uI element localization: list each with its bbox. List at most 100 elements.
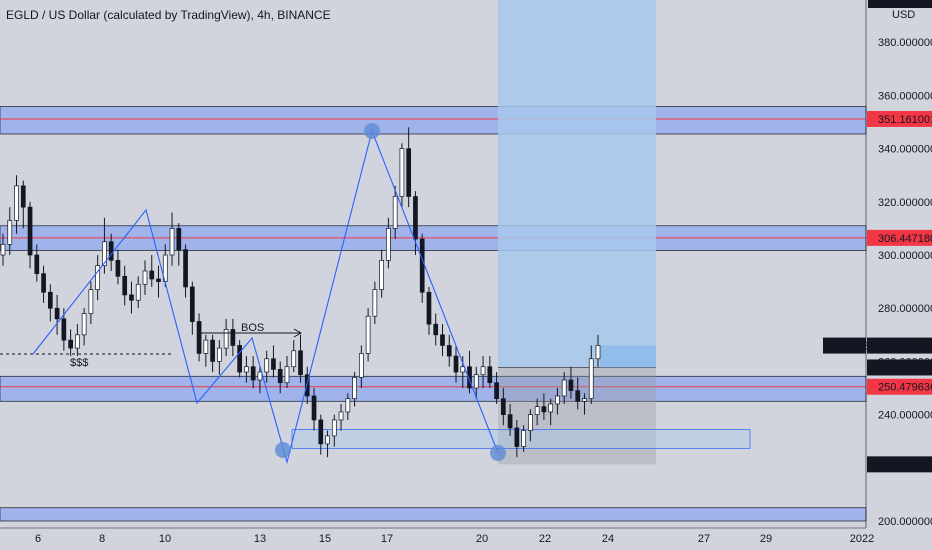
candle-body bbox=[453, 355, 459, 373]
zone-3 bbox=[0, 507, 867, 522]
candle-body bbox=[487, 366, 493, 384]
candle-body bbox=[473, 374, 479, 389]
candle-body bbox=[365, 315, 371, 354]
projection-target bbox=[498, 0, 656, 368]
candle-body bbox=[264, 358, 270, 373]
candle-body bbox=[514, 427, 520, 447]
candle-body bbox=[345, 398, 351, 413]
candle-body bbox=[528, 414, 533, 431]
time-axis[interactable]: 6 8 10 13 15 17 20 22 24 27 29 2022 bbox=[35, 533, 874, 545]
supply-zone-mid-tag: 306.447180 bbox=[878, 233, 932, 245]
symbol-tag: EGLDUSD bbox=[826, 341, 879, 353]
candle-body bbox=[271, 358, 276, 370]
candle-body bbox=[210, 339, 215, 362]
candle-body bbox=[196, 321, 202, 354]
candle-body bbox=[257, 371, 263, 381]
candle-body bbox=[507, 414, 513, 429]
candle-body bbox=[379, 259, 384, 290]
candles bbox=[0, 127, 601, 458]
candle-body bbox=[169, 228, 175, 256]
candle-body bbox=[325, 435, 330, 445]
candle-body bbox=[298, 350, 303, 376]
time-tick: 24 bbox=[602, 533, 614, 545]
candle-body bbox=[318, 419, 324, 445]
wave-point-low-2 bbox=[490, 445, 506, 461]
candle-body bbox=[480, 366, 486, 376]
time-tick: 27 bbox=[698, 533, 710, 545]
projection-low-tag-bg bbox=[867, 456, 932, 473]
candle-body bbox=[440, 334, 445, 346]
candle-body bbox=[34, 254, 40, 274]
currency-label: USD bbox=[892, 9, 915, 21]
candle-body bbox=[61, 318, 67, 341]
candle-body bbox=[534, 406, 540, 415]
annotations: BOS $$$ bbox=[70, 322, 264, 369]
candle-body bbox=[156, 278, 161, 282]
candle-body bbox=[406, 148, 412, 197]
zone-0 bbox=[0, 106, 867, 135]
candle-body bbox=[399, 148, 405, 197]
candle-body bbox=[223, 329, 229, 349]
candle-body bbox=[95, 265, 101, 290]
candle-body bbox=[500, 398, 506, 415]
candle-body bbox=[135, 283, 141, 301]
projection-entry-tag: 257.722748 bbox=[878, 362, 932, 374]
time-tick: 8 bbox=[99, 533, 105, 545]
candle-body bbox=[291, 350, 297, 368]
projection-entry-tag-bg bbox=[867, 359, 932, 376]
candle-body bbox=[27, 206, 33, 256]
bos-arrow bbox=[293, 328, 303, 338]
candle-body bbox=[250, 366, 256, 381]
candle-body bbox=[14, 185, 19, 221]
candle-body bbox=[311, 395, 317, 421]
candle-body bbox=[595, 345, 601, 360]
price-tick: 320.000000 bbox=[878, 197, 932, 209]
candle-body bbox=[81, 313, 87, 336]
wave-point-top bbox=[364, 123, 380, 139]
current-price-tag: 265.952388 bbox=[878, 341, 932, 353]
candle-body bbox=[419, 238, 425, 293]
price-tick: 200.000000 bbox=[878, 516, 932, 528]
liquidity-label: $$$ bbox=[70, 357, 88, 369]
candle-body bbox=[521, 430, 526, 447]
candle-body bbox=[352, 377, 357, 399]
candle-body bbox=[217, 347, 222, 362]
candle-body bbox=[386, 228, 391, 261]
top-price-tag: 394.80197 bbox=[874, 0, 926, 10]
candle-body bbox=[149, 270, 155, 280]
candle-body bbox=[47, 291, 53, 309]
price-axis[interactable]: 200.000000240.000000260.000000280.000000… bbox=[878, 37, 932, 528]
candle-body bbox=[142, 270, 148, 285]
candle-body bbox=[7, 220, 13, 245]
price-tick: 280.000000 bbox=[878, 303, 932, 315]
candle-body bbox=[203, 339, 209, 354]
candle-body bbox=[20, 185, 26, 208]
candle-body bbox=[426, 291, 432, 325]
supply-zone-top-tag: 351.161001 bbox=[878, 114, 932, 126]
candle-body bbox=[0, 244, 6, 256]
supply-zone-mid-tag-bg bbox=[867, 229, 932, 246]
candle-body bbox=[54, 307, 60, 320]
candle-body bbox=[338, 411, 344, 421]
candle-body bbox=[108, 241, 114, 261]
price-zones bbox=[0, 106, 867, 522]
time-tick: 17 bbox=[381, 533, 393, 545]
candle-body bbox=[568, 379, 574, 392]
candle-body bbox=[68, 339, 73, 349]
candle-body bbox=[237, 345, 242, 373]
candle-body bbox=[304, 374, 310, 397]
projection-current bbox=[600, 345, 656, 368]
position-projection bbox=[291, 0, 751, 465]
candle-body bbox=[541, 406, 547, 413]
symbol-tag-bg bbox=[823, 337, 866, 354]
candle-body bbox=[446, 345, 452, 357]
plot-background bbox=[0, 0, 866, 528]
candle-body bbox=[129, 294, 134, 301]
candle-body bbox=[41, 273, 46, 293]
candle-body bbox=[88, 289, 94, 314]
candle-body bbox=[555, 395, 560, 405]
candle-body bbox=[413, 196, 418, 240]
candle-body bbox=[115, 259, 121, 277]
candle-body bbox=[189, 286, 195, 322]
time-tick: 13 bbox=[254, 533, 266, 545]
